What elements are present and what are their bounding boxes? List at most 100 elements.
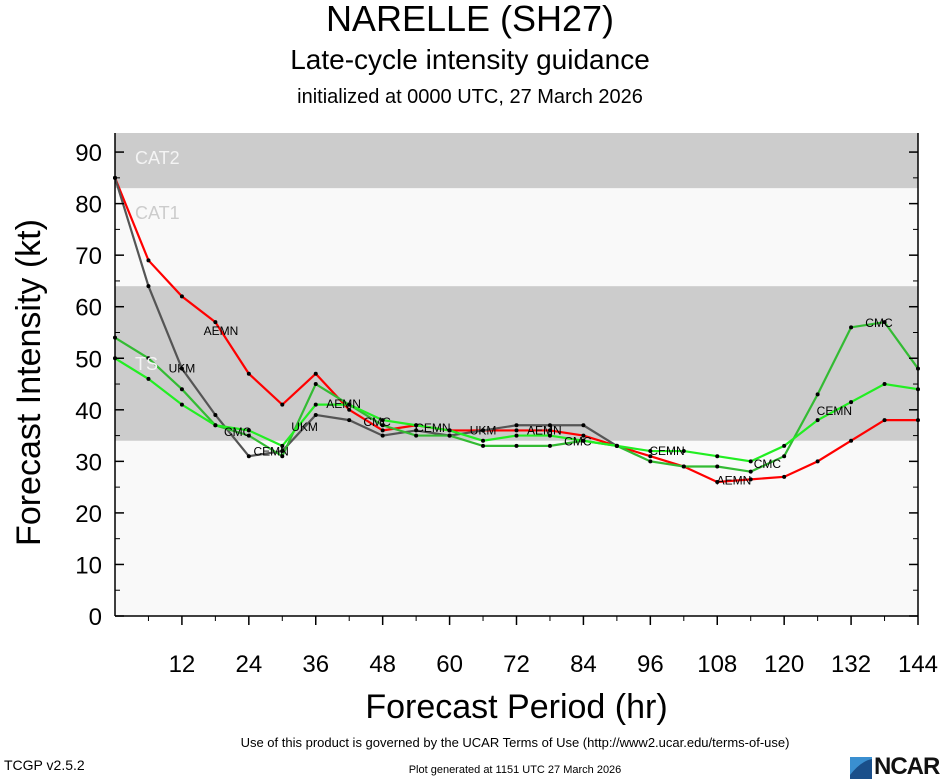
data-point-cmc — [246, 433, 251, 438]
data-point-cemn — [648, 449, 653, 454]
data-point-aemn — [313, 371, 318, 376]
data-point-aemn — [246, 371, 251, 376]
series-label-aemn: AEMN — [527, 423, 562, 437]
data-point-aemn — [547, 428, 552, 433]
series-label-ukm: UKM — [169, 362, 196, 376]
data-point-cemn — [782, 443, 787, 448]
data-point-aemn — [514, 428, 519, 433]
data-point-ukm — [481, 428, 486, 433]
data-point-ukm — [313, 412, 318, 417]
data-point-ukm — [547, 423, 552, 428]
data-point-ukm — [146, 284, 151, 289]
data-point-cemn — [280, 443, 285, 448]
y-tick-label: 60 — [75, 295, 102, 322]
data-point-aemn — [380, 428, 385, 433]
data-point-cemn — [514, 433, 519, 438]
data-point-cemn — [213, 423, 218, 428]
version-label: TCGP v2.5.2 — [4, 757, 85, 773]
data-point-aemn — [280, 402, 285, 407]
y-tick-label: 40 — [75, 398, 102, 425]
band-label-cat1: CAT1 — [135, 203, 180, 223]
data-point-cmc — [179, 387, 184, 392]
data-point-cemn — [815, 418, 820, 423]
data-point-cemn — [715, 454, 720, 459]
data-point-ukm — [179, 366, 184, 371]
x-tick-label: 12 — [169, 651, 196, 678]
x-tick-label: 144 — [898, 651, 938, 678]
series-label-aemn: AEMN — [326, 397, 361, 411]
data-point-cmc — [748, 469, 753, 474]
data-point-cemn — [481, 438, 486, 443]
data-point-cemn — [681, 449, 686, 454]
data-point-cmc — [280, 454, 285, 459]
ncar-logo-icon — [850, 757, 872, 779]
series-line-ukm — [113, 177, 618, 458]
data-point-cemn — [882, 382, 887, 387]
data-point-cemn — [414, 423, 419, 428]
data-point-ukm — [380, 433, 385, 438]
data-point-cemn — [179, 402, 184, 407]
data-point-cemn — [347, 402, 352, 407]
data-point-ukm — [246, 454, 251, 459]
data-point-aemn — [715, 479, 720, 484]
data-point-cemn — [748, 459, 753, 464]
series-label-cemn: CEMN — [817, 404, 852, 418]
series-label-cmc: CMC — [224, 425, 252, 439]
x-tick-label: 108 — [697, 651, 737, 678]
y-tick-label: 90 — [75, 140, 102, 167]
data-point-ukm — [347, 418, 352, 423]
data-point-cmc — [849, 325, 854, 330]
y-tick-label: 10 — [75, 552, 102, 579]
data-point-cmc — [882, 320, 887, 325]
data-point-cmc — [313, 382, 318, 387]
generated-time: Plot generated at 1151 UTC 27 March 2026 — [408, 764, 622, 776]
y-tick-label: 70 — [75, 243, 102, 270]
data-point-cmc — [481, 443, 486, 448]
data-point-aemn — [179, 294, 184, 299]
data-point-cmc — [414, 433, 419, 438]
data-point-cemn — [581, 438, 586, 443]
ncar-logo: NCAR — [848, 753, 940, 780]
data-point-aemn — [782, 474, 787, 479]
data-point-ukm — [280, 449, 285, 454]
data-point-aemn — [882, 418, 887, 423]
data-point-cemn — [380, 418, 385, 423]
data-point-ukm — [581, 423, 586, 428]
x-tick-label: 60 — [436, 651, 463, 678]
chart-subtitle: Late-cycle intensity guidance — [290, 44, 650, 75]
series-label-cmc: CMC — [564, 435, 592, 449]
y-tick-label: 50 — [75, 346, 102, 373]
x-tick-label: 120 — [764, 651, 804, 678]
data-point-aemn — [815, 459, 820, 464]
data-point-cmc — [648, 459, 653, 464]
series-label-ukm: UKM — [291, 420, 318, 434]
data-point-cmc — [547, 443, 552, 448]
data-point-cmc — [715, 464, 720, 469]
x-tick-label: 132 — [831, 651, 871, 678]
y-tick-label: 80 — [75, 192, 102, 219]
x-tick-label: 84 — [570, 651, 597, 678]
x-tick-label: 36 — [302, 651, 329, 678]
ncar-logo-text: NCAR — [874, 753, 940, 780]
y-tick-label: 20 — [75, 501, 102, 528]
series-label-cemn: CEMN — [649, 444, 684, 458]
x-axis-label: Forecast Period (hr) — [365, 688, 667, 726]
y-tick-label: 30 — [75, 449, 102, 476]
series-label-ukm: UKM — [470, 423, 497, 437]
series-label-cemn: CEMN — [415, 421, 450, 435]
init-time: initialized at 0000 UTC, 27 March 2026 — [297, 86, 643, 108]
series-label-cmc: CMC — [865, 316, 893, 330]
series-label-cemn: CEMN — [253, 445, 288, 459]
x-tick-label: 48 — [369, 651, 396, 678]
data-point-cemn — [313, 402, 318, 407]
data-point-ukm — [414, 428, 419, 433]
data-point-aemn — [648, 454, 653, 459]
data-point-ukm — [213, 412, 218, 417]
band-ts — [115, 286, 918, 441]
data-point-cemn — [146, 376, 151, 381]
data-point-cmc — [146, 356, 151, 361]
data-point-aemn — [748, 477, 753, 482]
series-label-aemn: AEMN — [717, 474, 752, 488]
data-point-aemn — [213, 320, 218, 325]
